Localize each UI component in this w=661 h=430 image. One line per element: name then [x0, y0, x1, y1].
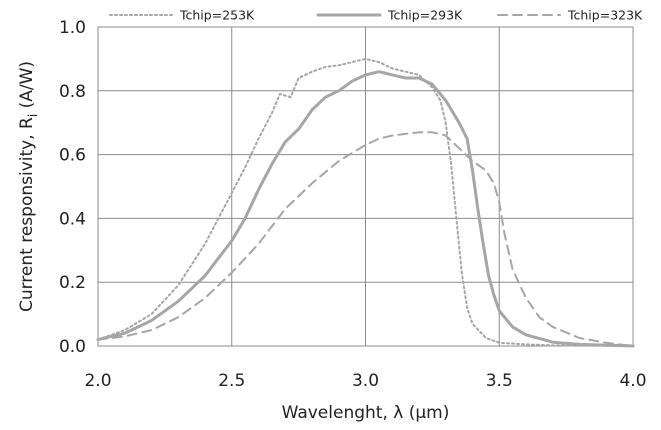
y-axis-title: Current responsivity, Ri (A/W)	[17, 61, 40, 312]
y-tick-label: 0.0	[59, 337, 86, 357]
x-tick-label: 4.0	[619, 371, 646, 391]
legend-label: Tchip=323K	[567, 8, 643, 23]
y-tick-label: 1.0	[59, 18, 86, 38]
legend: Tchip=253K Tchip=293K Tchip=323K	[109, 8, 643, 23]
y-tick-label: 0.2	[59, 273, 86, 293]
y-axis-title-subscript: i	[26, 114, 40, 117]
x-tick-labels: 2.0 2.5 3.0 3.5 4.0	[84, 371, 646, 391]
y-axis-title-main: Current responsivity, R	[17, 117, 37, 312]
x-tick-label: 3.5	[486, 371, 513, 391]
y-tick-labels: 0.0 0.2 0.4 0.6 0.8 1.0	[59, 18, 86, 357]
y-axis-title-unit: (A/W)	[17, 61, 37, 114]
x-axis-title: Wavelenght, λ (μm)	[282, 403, 450, 423]
x-tick-label: 3.0	[352, 371, 379, 391]
legend-label: Tchip=293K	[387, 8, 463, 23]
series-line-1	[97, 57, 634, 347]
legend-label: Tchip=253K	[179, 8, 255, 23]
series-line-2	[96, 70, 635, 348]
x-tick-label: 2.0	[84, 371, 111, 391]
y-tick-label: 0.8	[59, 82, 86, 102]
x-tick-label: 2.5	[218, 371, 245, 391]
series-lines	[96, 57, 635, 348]
y-tick-label: 0.6	[59, 146, 86, 166]
y-tick-label: 0.4	[59, 209, 86, 229]
plot-frame	[97, 26, 634, 347]
series-line-3	[97, 131, 634, 347]
